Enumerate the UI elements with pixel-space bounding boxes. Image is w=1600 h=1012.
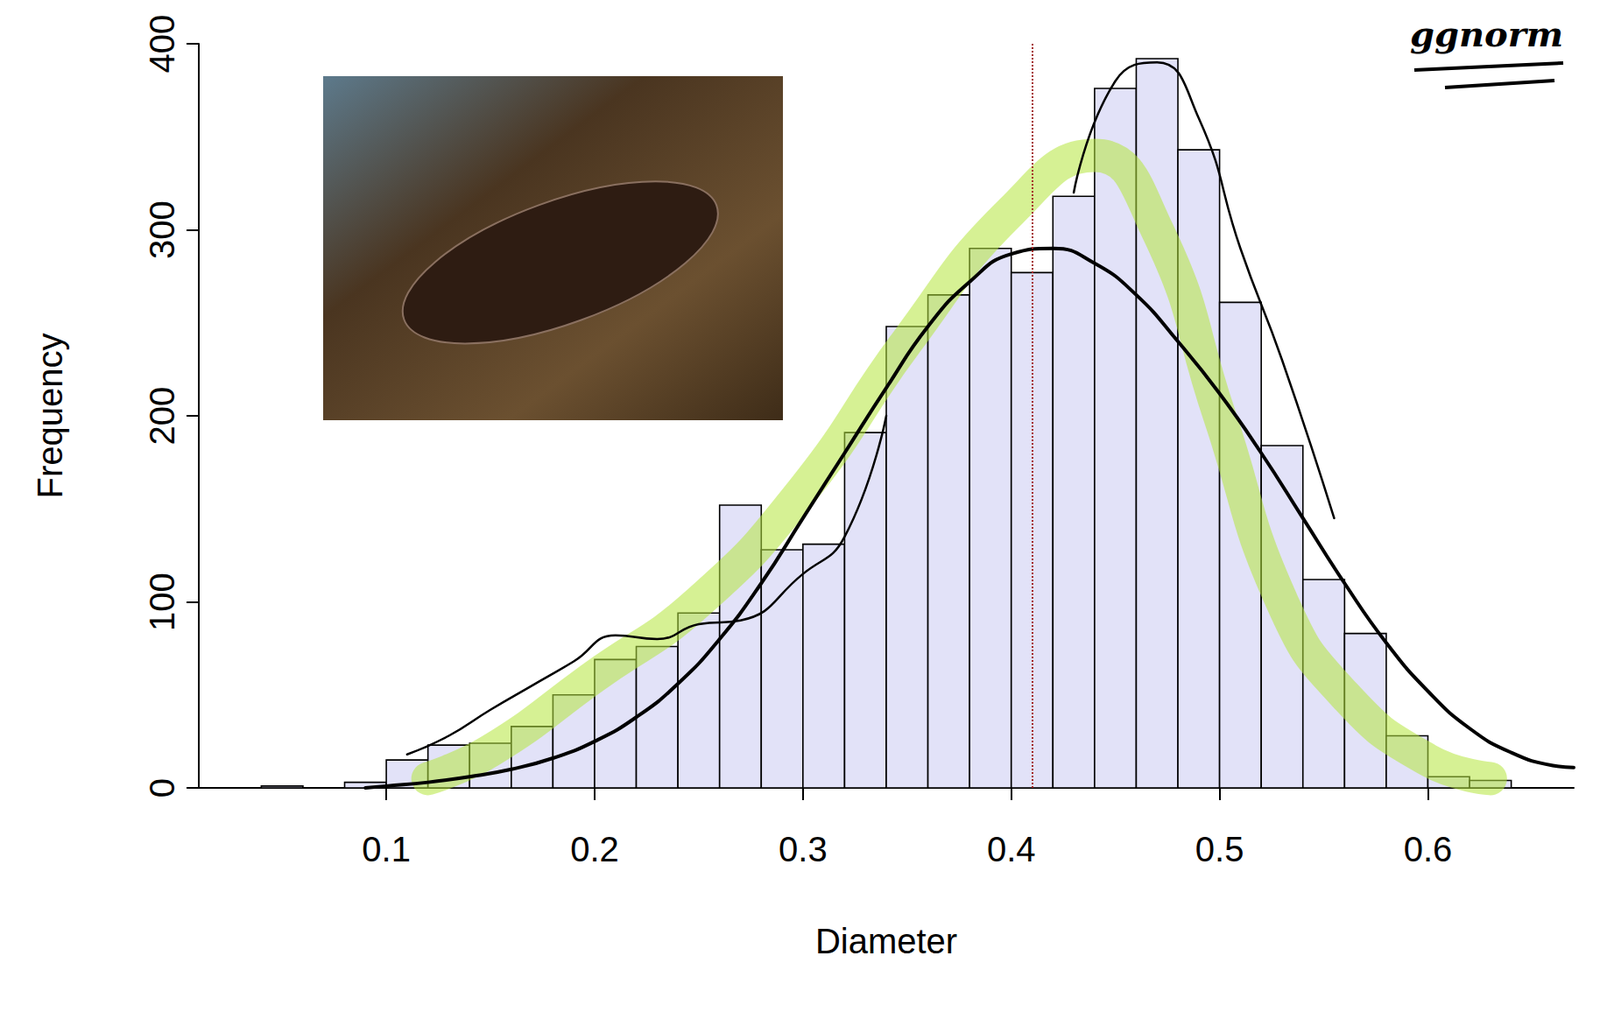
svg-text:Frequency: Frequency	[30, 333, 70, 500]
svg-text:0.4: 0.4	[986, 830, 1037, 869]
svg-text:0.3: 0.3	[778, 830, 828, 869]
svg-text:0.6: 0.6	[1403, 830, 1453, 869]
svg-text:400: 400	[142, 14, 182, 74]
svg-text:0.5: 0.5	[1195, 830, 1245, 869]
svg-text:0: 0	[142, 778, 182, 798]
svg-text:Diameter: Diameter	[815, 922, 958, 961]
svg-text:ggnorm: ggnorm	[1409, 13, 1564, 55]
svg-text:100: 100	[142, 572, 182, 632]
svg-text:0.1: 0.1	[361, 830, 411, 869]
svg-text:0.2: 0.2	[570, 830, 620, 869]
svg-text:300: 300	[142, 200, 182, 260]
svg-text:200: 200	[142, 387, 182, 446]
